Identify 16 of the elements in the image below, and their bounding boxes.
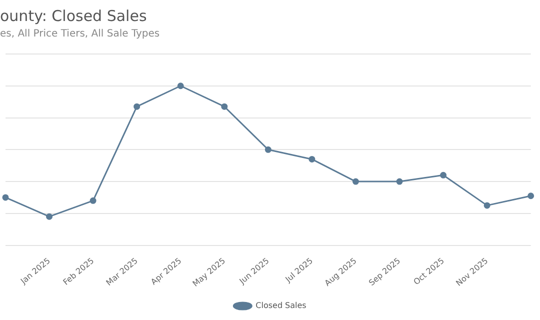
point (177, 82, 184, 90)
point (90, 197, 96, 204)
point (2, 194, 9, 201)
point (308, 156, 316, 162)
point (484, 202, 490, 209)
legend-label: Closed Sales (256, 301, 306, 310)
point (528, 192, 534, 200)
point (134, 103, 140, 110)
point (221, 103, 228, 110)
point (396, 178, 403, 185)
chart-subtitle: es, All Price Tiers, All Sale Types (0, 28, 160, 40)
chart-title: ounty: Closed Sales (0, 6, 147, 25)
point (352, 178, 359, 185)
point (264, 146, 272, 153)
point (440, 172, 447, 178)
point (46, 213, 53, 220)
